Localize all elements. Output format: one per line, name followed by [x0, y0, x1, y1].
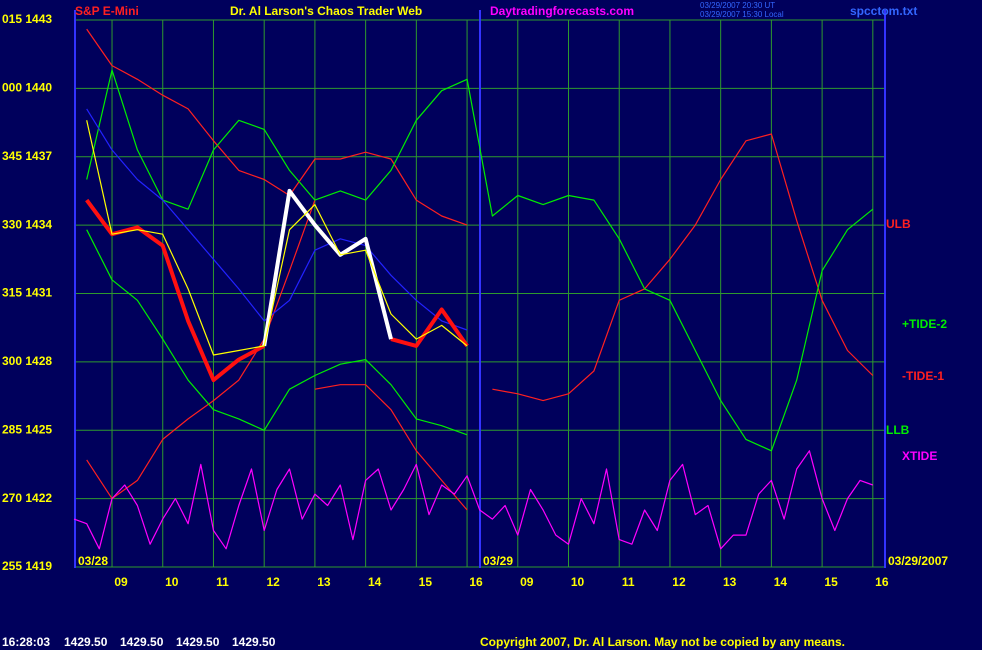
y-tick-label: 330 1434	[2, 217, 52, 231]
timestamp-local: 03/29/2007 15:30 Local	[700, 10, 784, 19]
site: Daytradingforecasts.com	[490, 4, 634, 18]
series-label: ULB	[886, 217, 911, 231]
y-tick-label: 300 1428	[2, 354, 52, 368]
axes: 015 1443 000 1440 345 1437 330 1434 315 1431…	[2, 12, 947, 589]
date-label: 03/29	[483, 554, 513, 568]
series-line	[86, 229, 468, 436]
x-tick-label: 10	[571, 575, 585, 589]
series-line	[86, 69, 874, 452]
y-tick-label: 285 1425	[2, 422, 52, 436]
timestamp-ut: 03/29/2007 20:30 UT	[700, 1, 775, 10]
y-tick-label: 255 1419	[2, 559, 52, 573]
series-label: -TIDE-1	[902, 369, 944, 383]
x-tick-label: 12	[267, 575, 281, 589]
x-tick-label: 10	[165, 575, 179, 589]
x-tick-label: 14	[774, 575, 788, 589]
x-tick-label: 13	[723, 575, 737, 589]
series-line	[314, 384, 468, 511]
series-label: XTIDE	[902, 449, 937, 463]
file-name: spcctom.txt	[850, 4, 917, 18]
chart-subtitle: S&P E-Mini	[75, 4, 139, 18]
x-tick-label: 12	[672, 575, 686, 589]
series-line	[86, 120, 468, 356]
quote: 1429.50	[232, 635, 276, 649]
chart-title: Dr. Al Larson's Chaos Trader Web	[230, 4, 422, 18]
x-tick-label: 14	[368, 575, 382, 589]
date-label: 03/29/2007	[888, 554, 948, 568]
x-tick-label: 09	[114, 575, 128, 589]
x-tick-label: 16	[469, 575, 483, 589]
x-tick-label: 11	[216, 575, 229, 589]
x-tick-label: 16	[875, 575, 889, 589]
copyright: Copyright 2007, Dr. Al Larson. May not b…	[480, 635, 845, 649]
y-tick-label: 315 1431	[2, 286, 52, 300]
x-tick-label: 15	[824, 575, 838, 589]
quote-time: 16:28:03	[2, 635, 50, 649]
y-tick-label: 000 1440	[2, 81, 52, 95]
y-tick-label: 270 1422	[2, 491, 52, 505]
plot	[73, 28, 874, 550]
y-tick-label: 015 1443	[2, 12, 52, 26]
quote: 1429.50	[176, 635, 220, 649]
series-label: LLB	[886, 423, 910, 437]
x-tick-label: 09	[520, 575, 534, 589]
series-line	[86, 108, 468, 331]
date-label: 03/28	[78, 554, 108, 568]
quote: 1429.50	[120, 635, 164, 649]
x-tick-label: 15	[419, 575, 433, 589]
series-label: +TIDE-2	[902, 317, 947, 331]
series-line	[86, 133, 874, 500]
y-tick-label: 345 1437	[2, 149, 52, 163]
series-line	[262, 188, 393, 347]
x-tick-label: 13	[317, 575, 331, 589]
quote: 1429.50	[64, 635, 108, 649]
series-line	[86, 28, 468, 226]
x-tick-label: 11	[622, 575, 635, 589]
series-line	[73, 450, 874, 550]
